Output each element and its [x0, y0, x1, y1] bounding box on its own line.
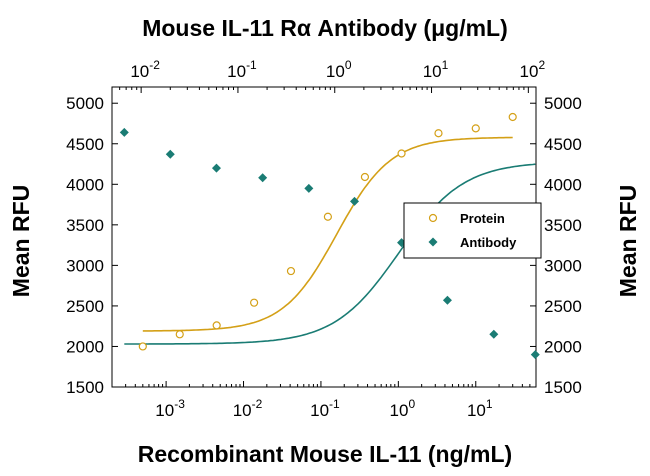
y-axis-label-right: Mean RFU [615, 185, 641, 297]
data-point-protein [175, 330, 184, 339]
x-tick-label-bottom: 10-1 [310, 397, 340, 420]
y-tick-label-left: 4500 [66, 135, 104, 154]
data-point-antibody [530, 350, 540, 360]
data-point-protein [138, 342, 147, 351]
y-tick-label-right: 3000 [544, 256, 582, 275]
x-axis-label: Recombinant Mouse IL-11 (ng/mL) [138, 441, 512, 467]
y-tick-label-left: 3000 [66, 256, 104, 275]
data-point-protein [323, 212, 332, 221]
x-tick-label-bottom: 101 [467, 397, 493, 420]
legend-marker-protein [428, 213, 438, 223]
y-tick-label-left: 2500 [66, 297, 104, 316]
y-tick-label-right: 3500 [544, 216, 582, 235]
y-tick-label-left: 1500 [66, 378, 104, 397]
legend-marker-antibody [428, 237, 438, 247]
data-point-antibody [119, 127, 129, 137]
x-tick-label-top: 102 [520, 58, 546, 81]
data-point-protein [434, 129, 443, 138]
data-point-protein [471, 124, 480, 133]
y-tick-label-left: 4000 [66, 175, 104, 194]
data-point-protein [286, 266, 296, 276]
y-tick-label-left: 3500 [66, 216, 104, 235]
legend-label-protein: Protein [460, 211, 505, 226]
y-tick-label-left: 5000 [66, 94, 104, 113]
x-tick-label-top: 100 [326, 58, 352, 81]
data-point-protein [508, 112, 517, 122]
data-point-antibody [349, 196, 359, 206]
legend: Protein Antibody [403, 202, 542, 259]
y-tick-label-right: 2000 [544, 337, 582, 356]
x-tick-label-top: 10-1 [227, 58, 257, 81]
data-point-protein [250, 298, 259, 307]
fit-curve-antibody [124, 163, 536, 345]
chart-title: Mouse IL-11 Rα Antibody (μg/mL) [142, 15, 508, 41]
legend-box [403, 202, 542, 259]
data-point-antibody [489, 329, 499, 339]
x-tick-label-bottom: 10-2 [233, 397, 263, 420]
y-axis-label-left: Mean RFU [8, 185, 34, 297]
data-point-antibody [442, 295, 452, 305]
data-point-protein [212, 321, 221, 330]
x-tick-label-bottom: 10-3 [155, 397, 185, 420]
y-tick-label-right: 4000 [544, 175, 582, 194]
data-point-antibody [211, 163, 221, 173]
legend-label-antibody: Antibody [460, 235, 517, 250]
y-tick-label-right: 5000 [544, 94, 582, 113]
data-point-protein [397, 149, 406, 158]
y-tick-label-left: 2000 [66, 337, 104, 356]
data-point-antibody [304, 183, 314, 193]
fit-curve-protein [142, 136, 513, 332]
x-tick-label-top: 101 [423, 58, 449, 81]
x-tick-label-bottom: 100 [390, 397, 416, 420]
data-point-antibody [258, 173, 268, 183]
x-tick-label-top: 10-2 [130, 58, 160, 81]
y-tick-label-right: 4500 [544, 135, 582, 154]
y-tick-label-right: 2500 [544, 297, 582, 316]
data-point-protein [360, 172, 370, 182]
data-point-antibody [165, 149, 175, 159]
y-tick-label-right: 1500 [544, 378, 582, 397]
